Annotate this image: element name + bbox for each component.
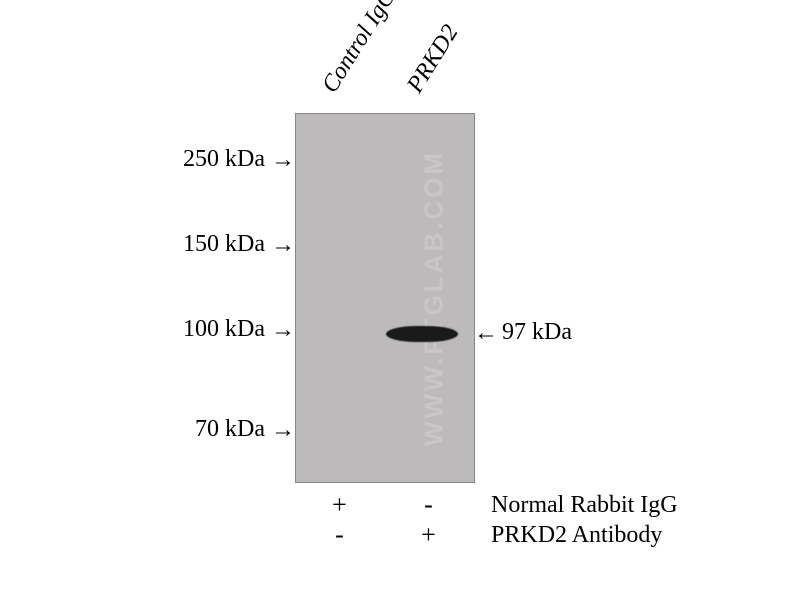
arrow-right-icon: → <box>271 148 295 172</box>
mw-marker-100: 100 kDa → <box>80 316 295 343</box>
detected-band-label: ← 97 kDa <box>474 319 572 346</box>
condition-label-normal-rabbit-igg: Normal Rabbit IgG <box>491 492 678 519</box>
mw-label-100: 100 kDa <box>183 316 265 343</box>
arrow-right-icon: → <box>271 233 295 257</box>
blot-membrane: WWW.PTGLAB.COM <box>295 113 475 483</box>
condition-label-prkd2-antibody: PRKD2 Antibody <box>491 522 662 549</box>
arrow-right-icon: → <box>271 418 295 442</box>
band-prkd2-97kda <box>386 326 458 342</box>
detected-mw-value: 97 kDa <box>502 319 572 346</box>
arrow-left-icon: ← <box>474 321 498 345</box>
western-blot-figure: Control IgG PRKD2 WWW.PTGLAB.COM 250 kDa… <box>80 20 720 580</box>
watermark-text: WWW.PTGLAB.COM <box>419 150 450 446</box>
condition-sign: - <box>384 492 473 518</box>
lane-label-control-igg: Control IgG <box>317 0 402 98</box>
lane-labels-group: Control IgG PRKD2 <box>310 20 530 100</box>
table-row: - + PRKD2 Antibody <box>295 520 715 550</box>
mw-label-70: 70 kDa <box>195 416 265 443</box>
condition-sign: - <box>295 522 384 548</box>
condition-sign: + <box>384 522 473 548</box>
condition-table: + - Normal Rabbit IgG - + PRKD2 Antibody <box>295 490 715 550</box>
mw-marker-150: 150 kDa → <box>80 231 295 258</box>
arrow-right-icon: → <box>271 318 295 342</box>
mw-marker-70: 70 kDa → <box>80 416 295 443</box>
lane-label-prkd2: PRKD2 <box>402 20 464 98</box>
table-row: + - Normal Rabbit IgG <box>295 490 715 520</box>
mw-marker-250: 250 kDa → <box>80 146 295 173</box>
mw-label-250: 250 kDa <box>183 146 265 173</box>
condition-sign: + <box>295 492 384 518</box>
mw-label-150: 150 kDa <box>183 231 265 258</box>
